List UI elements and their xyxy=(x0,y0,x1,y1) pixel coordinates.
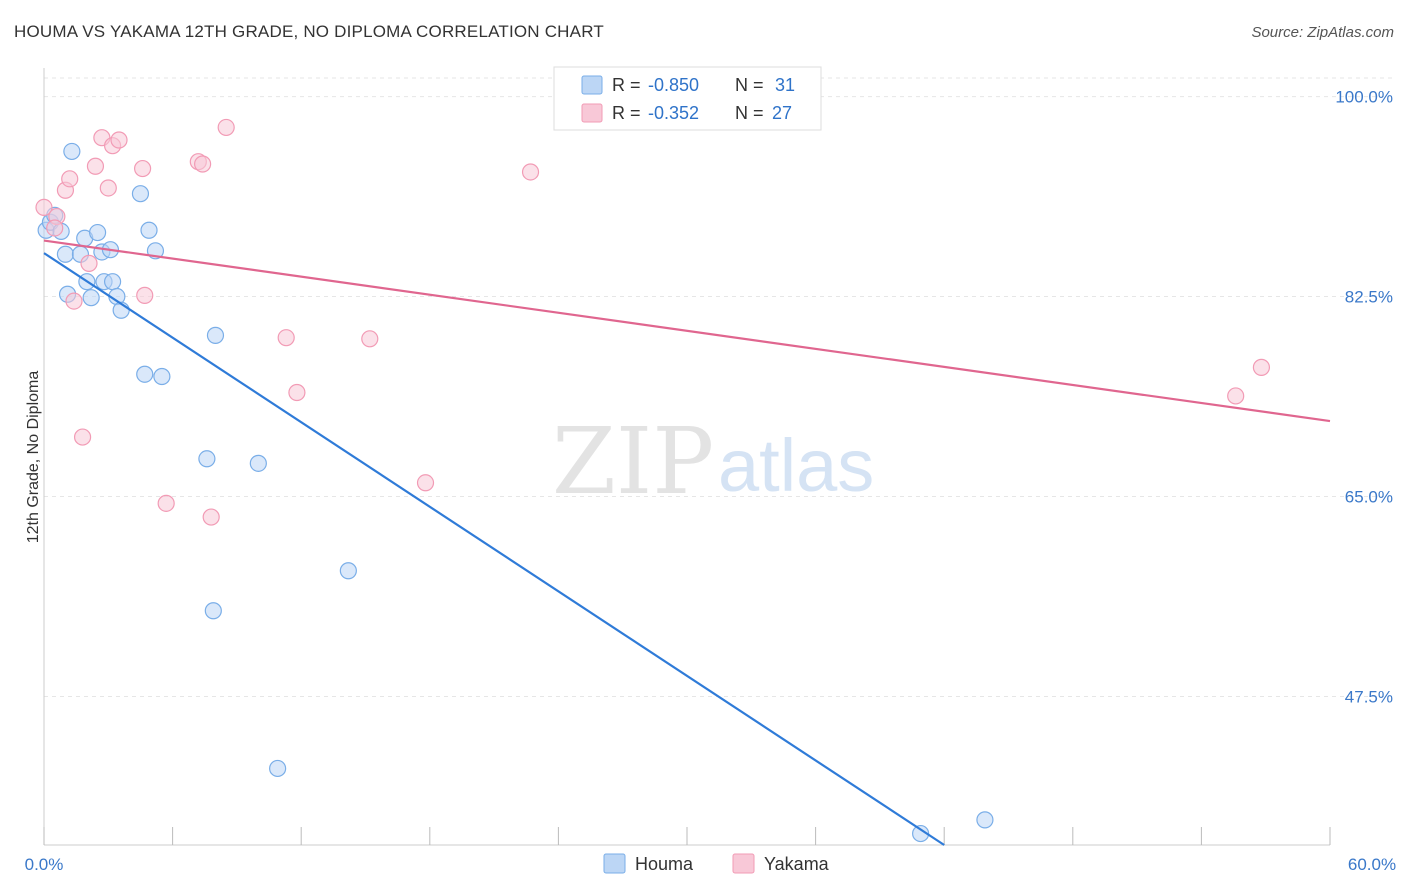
x-tick-label-min: 0.0% xyxy=(25,855,64,874)
point-houma xyxy=(136,365,154,383)
trend-lines xyxy=(43,239,1331,846)
y-axis-title: 12th Grade, No Diploma xyxy=(25,371,42,544)
point-houma xyxy=(56,245,75,263)
point-houma xyxy=(206,326,225,344)
point-houma xyxy=(103,273,122,291)
stats-swatch-yakama xyxy=(581,103,603,123)
x-ticks xyxy=(43,827,1331,845)
point-yakama xyxy=(277,329,295,347)
point-yakama xyxy=(80,254,98,272)
point-houma xyxy=(88,223,107,242)
x-tick-label-max: 60.0% xyxy=(1348,855,1396,874)
point-yakama xyxy=(361,330,379,348)
y-tick-labels: 100.0% 82.5% 65.0% 47.5% xyxy=(1335,88,1393,707)
legend-swatch-houma xyxy=(603,853,626,874)
stats-n-value-yakama: 27 xyxy=(772,103,792,123)
point-yakama xyxy=(1252,358,1271,376)
y-tick-label: 65.0% xyxy=(1345,487,1393,506)
legend-label-houma: Houma xyxy=(635,854,694,874)
point-houma xyxy=(976,811,994,829)
point-yakama xyxy=(46,219,64,237)
data-points xyxy=(35,118,1271,843)
stats-n-label-yakama: N = xyxy=(735,103,764,123)
point-houma xyxy=(249,454,267,472)
point-yakama xyxy=(157,494,175,512)
point-houma xyxy=(153,367,171,386)
point-yakama xyxy=(35,198,53,217)
point-yakama xyxy=(73,428,92,446)
stats-r-value-yakama: -0.352 xyxy=(648,103,699,123)
point-yakama xyxy=(1227,387,1245,405)
point-yakama xyxy=(65,292,83,310)
point-yakama xyxy=(61,170,79,188)
point-houma xyxy=(63,142,81,161)
stats-r-label-yakama: R = xyxy=(612,103,641,123)
point-houma xyxy=(204,602,222,620)
trend-line-houma xyxy=(43,252,945,846)
point-yakama xyxy=(110,131,128,149)
chart-source: Source: ZipAtlas.com xyxy=(1251,24,1394,41)
point-yakama xyxy=(416,474,435,492)
point-yakama xyxy=(217,118,235,137)
point-houma xyxy=(339,562,357,580)
point-yakama xyxy=(136,286,154,304)
point-yakama xyxy=(133,159,152,178)
legend-swatch-yakama xyxy=(732,853,755,874)
stats-n-label-houma: N = xyxy=(735,75,764,95)
stats-legend: R = -0.850 N = 31 R = -0.352 N = 27 xyxy=(553,66,822,131)
chart-title: HOUMA VS YAKAMA 12TH GRADE, NO DIPLOMA C… xyxy=(14,22,604,41)
point-houma xyxy=(131,185,150,203)
point-yakama xyxy=(99,179,117,197)
watermark-atlas: atlas xyxy=(718,424,874,507)
watermark-zip: ZIP xyxy=(552,408,714,515)
point-yakama xyxy=(521,163,540,181)
point-yakama xyxy=(86,157,105,175)
y-tick-label: 47.5% xyxy=(1345,687,1393,706)
point-houma xyxy=(269,759,287,778)
point-houma xyxy=(82,289,100,307)
y-tick-label: 100.0% xyxy=(1335,88,1393,107)
stats-swatch-houma xyxy=(581,75,603,95)
y-tick-label: 82.5% xyxy=(1345,288,1393,307)
stats-r-label-houma: R = xyxy=(612,75,641,95)
point-yakama xyxy=(288,383,306,402)
point-houma xyxy=(198,450,216,468)
stats-n-value-houma: 31 xyxy=(775,75,795,95)
series-legend: Houma Yakama xyxy=(603,853,830,874)
point-yakama xyxy=(202,508,220,526)
watermark: ZIP atlas xyxy=(552,408,874,515)
trend-line-yakama xyxy=(43,239,1331,423)
stats-r-value-houma: -0.850 xyxy=(648,75,699,95)
point-houma xyxy=(140,221,158,239)
point-yakama xyxy=(194,155,212,173)
legend-label-yakama: Yakama xyxy=(764,854,830,874)
